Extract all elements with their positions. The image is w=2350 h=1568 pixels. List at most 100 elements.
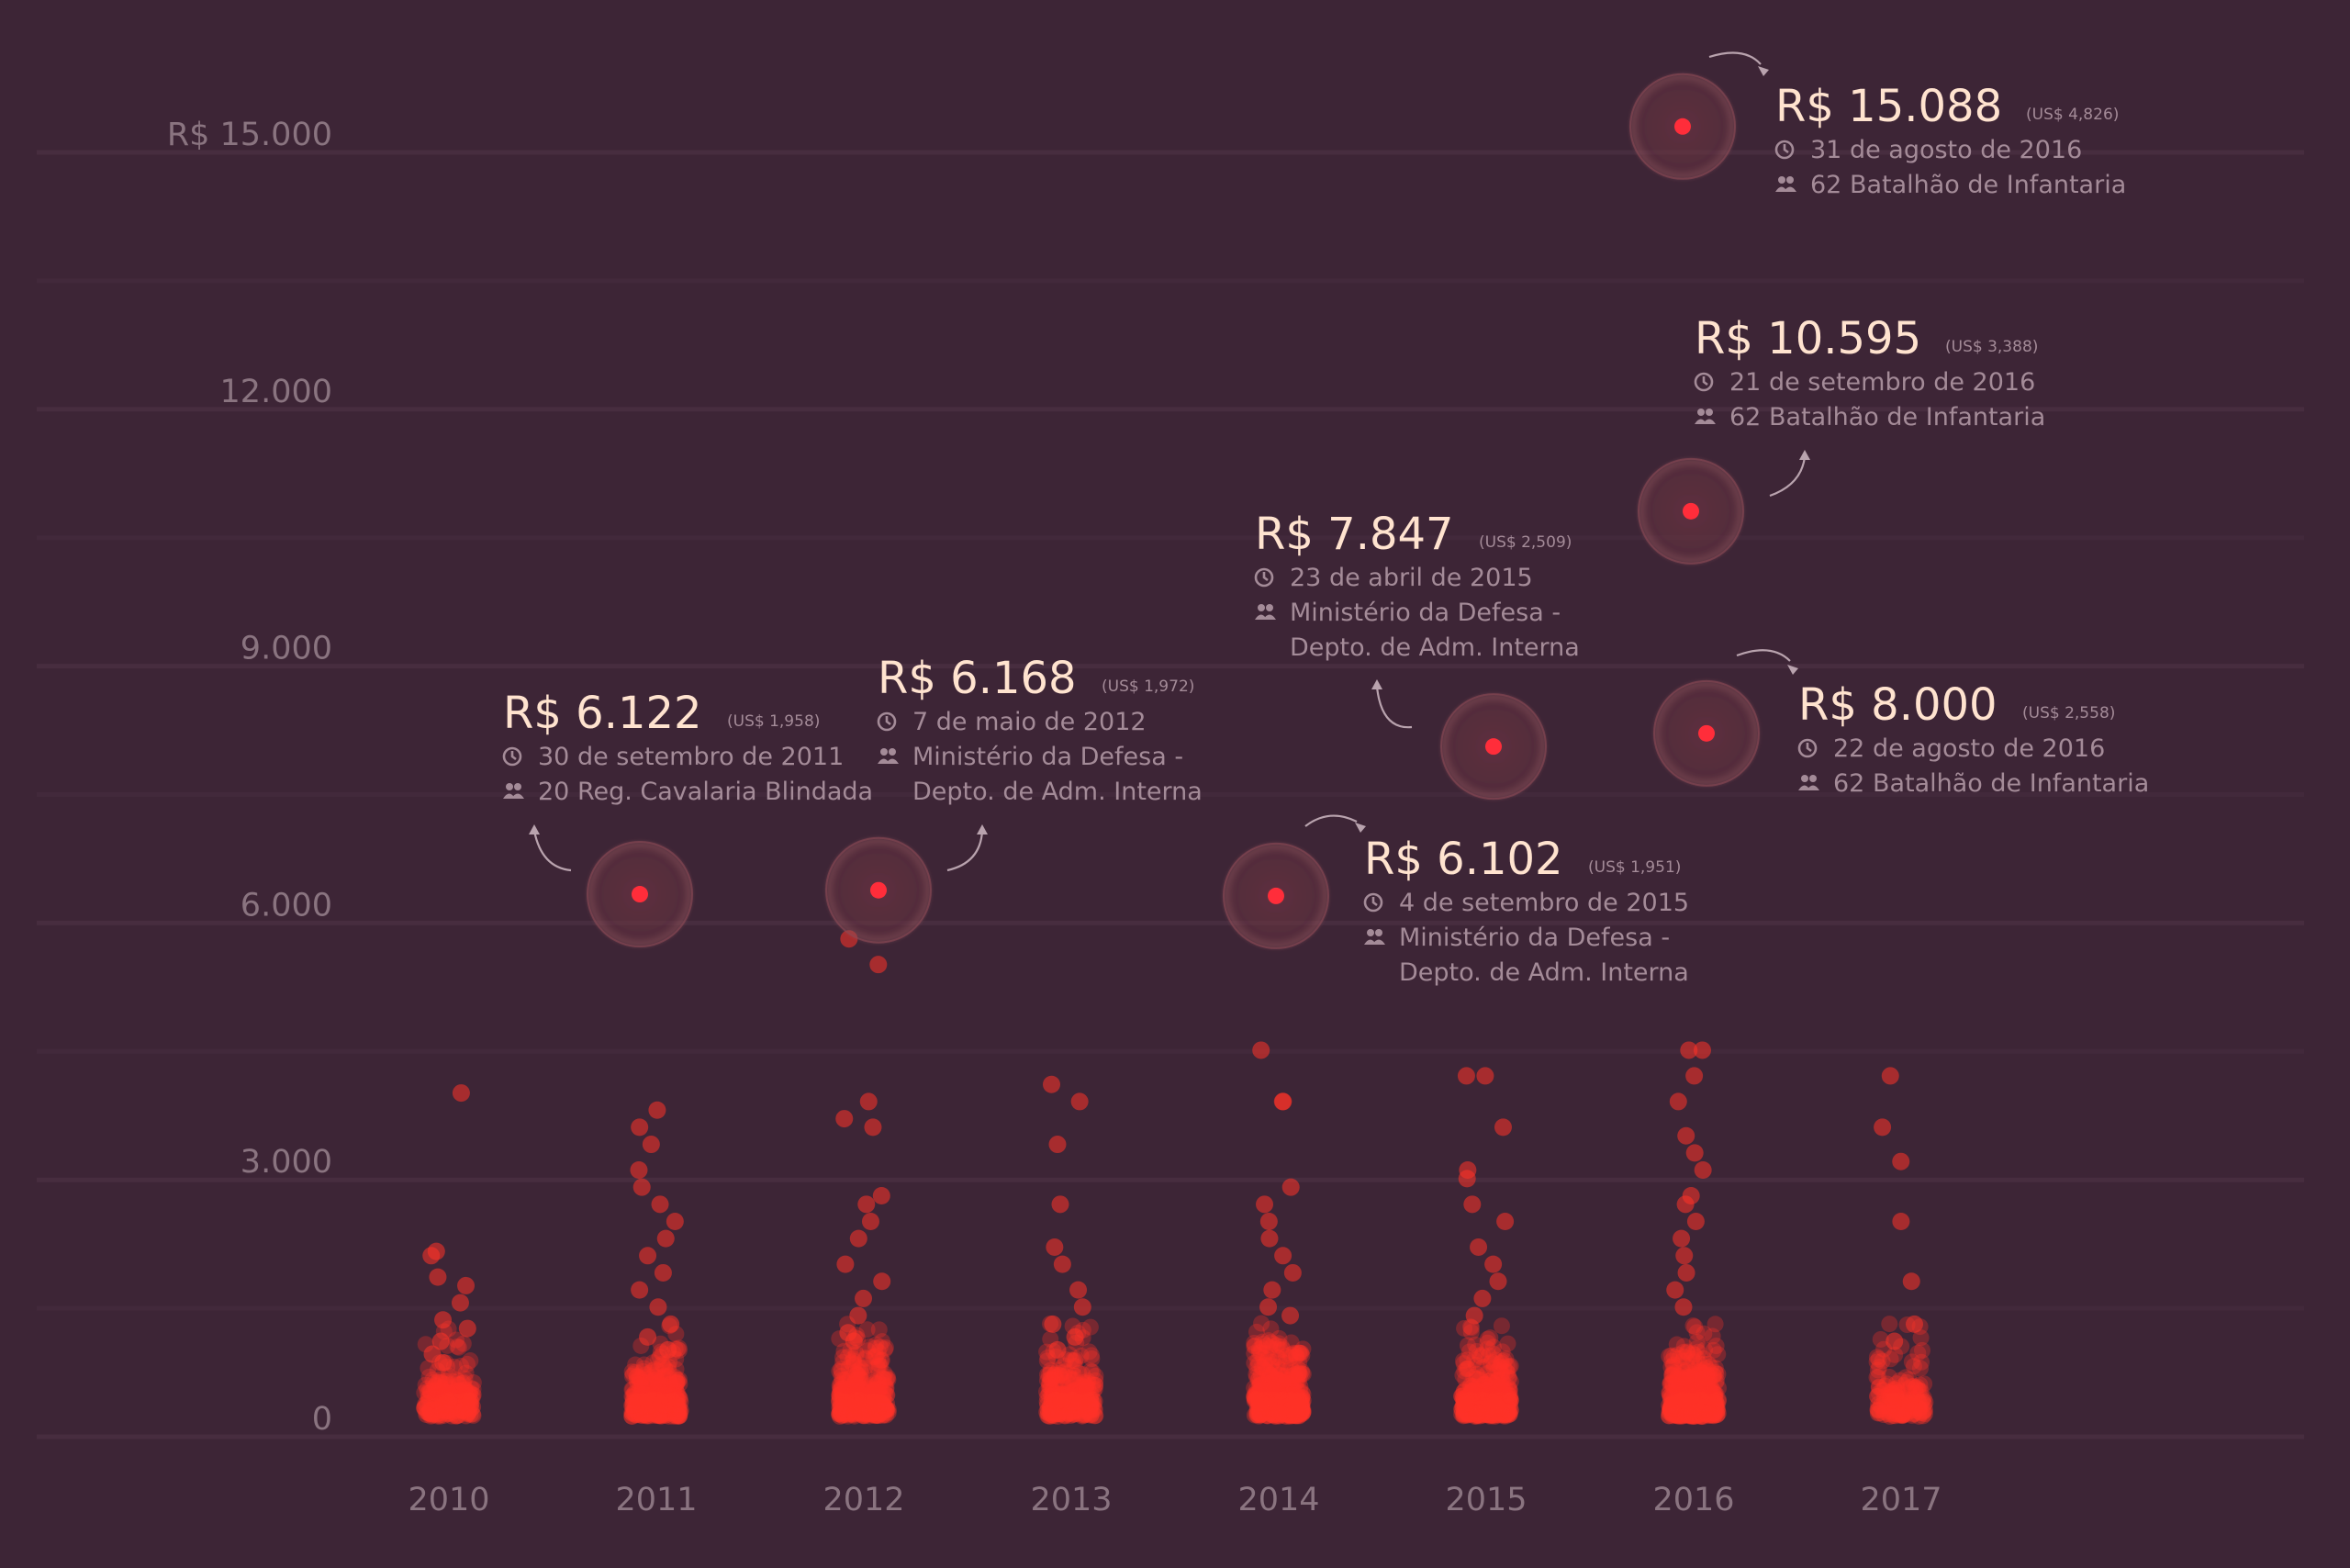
data-point: [655, 1404, 672, 1421]
data-point: [1464, 1403, 1482, 1420]
data-point: [1273, 1367, 1291, 1384]
data-point: [1074, 1406, 1091, 1424]
data-point: [1046, 1366, 1063, 1383]
data-point: [1055, 1367, 1072, 1384]
data-point: [1706, 1388, 1723, 1406]
data-point: [1053, 1399, 1070, 1417]
data-point: [1691, 1392, 1708, 1409]
data-point: [1279, 1406, 1296, 1423]
data-point: [1292, 1362, 1310, 1380]
data-point: [1267, 1402, 1284, 1419]
data-point: [1704, 1394, 1721, 1412]
data-point: [1293, 1383, 1311, 1401]
data-point: [1667, 1372, 1684, 1390]
data-point: [1263, 1355, 1281, 1372]
clock-icon: [1694, 372, 1714, 392]
data-point: [836, 1384, 854, 1402]
data-point: [653, 1404, 670, 1421]
data-point: [1068, 1406, 1085, 1423]
data-point: [429, 1373, 446, 1391]
data-point: [645, 1397, 663, 1415]
data-point: [1044, 1401, 1061, 1418]
data-point: [863, 1382, 880, 1399]
data-point: [636, 1396, 654, 1414]
data-point: [868, 1375, 886, 1393]
data-point: [1462, 1382, 1480, 1399]
data-point: [1259, 1380, 1276, 1397]
data-point: [871, 1381, 889, 1398]
data-point: [637, 1397, 655, 1415]
data-point: [1038, 1388, 1056, 1406]
data-point: [1482, 1363, 1499, 1381]
data-point: [1886, 1332, 1904, 1350]
data-point: [1496, 1388, 1514, 1406]
data-point: [656, 1386, 674, 1404]
data-point: [1289, 1390, 1306, 1407]
data-point: [1079, 1374, 1096, 1392]
data-point: [879, 1404, 897, 1421]
data-point: [1662, 1395, 1680, 1413]
data-point: [662, 1376, 679, 1394]
data-point: [1488, 1372, 1505, 1390]
data-point: [419, 1380, 436, 1397]
data-point: [1695, 1350, 1712, 1367]
data-point: [1454, 1390, 1472, 1407]
data-point: [1474, 1383, 1492, 1400]
data-point: [624, 1366, 642, 1383]
data-point: [627, 1393, 644, 1410]
data-point: [1284, 1396, 1302, 1414]
data-point: [1461, 1396, 1479, 1414]
data-point: [1494, 1395, 1511, 1413]
data-point: [1693, 1407, 1710, 1425]
data-point: [649, 1407, 666, 1425]
data-point: [1454, 1352, 1472, 1370]
data-point: [437, 1396, 454, 1414]
data-point: [1065, 1394, 1082, 1411]
data-point: [1074, 1365, 1091, 1383]
data-point: [1472, 1405, 1489, 1422]
data-point: [1455, 1407, 1472, 1425]
data-point: [1684, 1382, 1702, 1399]
data-point: [664, 1392, 681, 1409]
data-point: [1266, 1407, 1283, 1425]
data-point: [1277, 1388, 1294, 1406]
data-point: [1465, 1393, 1483, 1410]
data-point: [632, 1402, 649, 1419]
data-point: [1293, 1389, 1311, 1406]
data-point: [1466, 1407, 1483, 1425]
data-point: [644, 1392, 662, 1409]
data-point: [1272, 1341, 1290, 1359]
data-point: [459, 1392, 476, 1409]
data-point: [1473, 1407, 1491, 1425]
data-point: [1482, 1379, 1499, 1396]
data-point: [852, 1371, 869, 1388]
data-point: [1473, 1402, 1491, 1419]
data-point: [849, 1383, 867, 1400]
data-point: [1291, 1405, 1308, 1422]
data-point: [1258, 1385, 1275, 1403]
data-point: [642, 1389, 659, 1406]
data-point: [667, 1398, 685, 1416]
data-point: [848, 1377, 866, 1394]
data-point: [1458, 1394, 1475, 1411]
data-point: [656, 1361, 674, 1379]
data-point: [1262, 1334, 1280, 1351]
data-point: [1047, 1364, 1065, 1382]
data-point: [1259, 1406, 1276, 1424]
data-point: [653, 1388, 670, 1406]
data-point: [1057, 1406, 1074, 1423]
data-point: [671, 1407, 688, 1425]
data-point: [1483, 1379, 1500, 1396]
data-point: [1290, 1397, 1307, 1415]
data-point: [1246, 1379, 1263, 1396]
data-point: [1467, 1402, 1484, 1419]
data-point: [832, 1394, 849, 1412]
data-point: [668, 1374, 686, 1392]
data-point: [1500, 1392, 1517, 1409]
data-point: [1293, 1347, 1311, 1364]
data-point: [838, 1404, 856, 1421]
data-point: [431, 1406, 449, 1424]
data-point: [856, 1363, 873, 1381]
data-point: [1681, 1394, 1698, 1411]
data-point: [848, 1365, 866, 1383]
